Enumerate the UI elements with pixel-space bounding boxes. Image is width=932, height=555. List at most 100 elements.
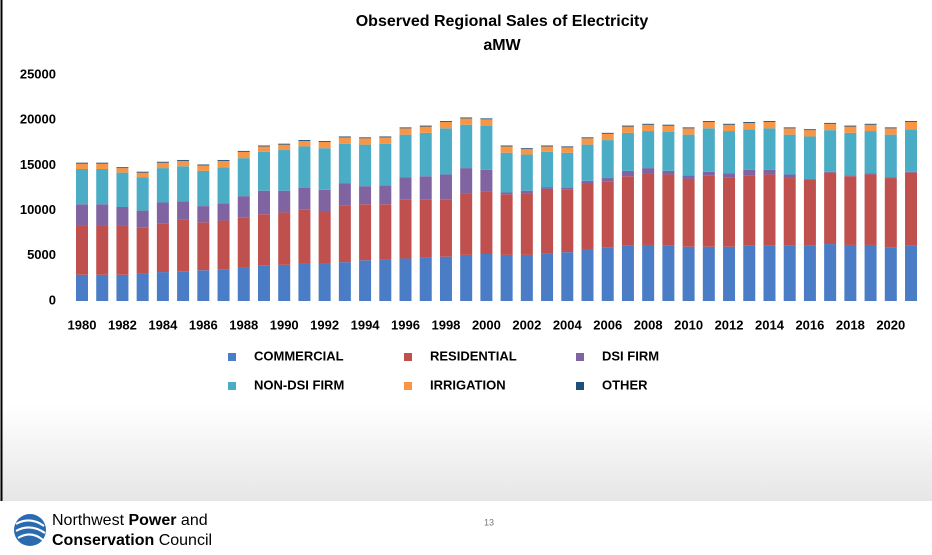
x-tick-label: 2014 — [755, 317, 785, 332]
bar-segment — [379, 204, 392, 260]
bar-segment — [379, 259, 392, 301]
chart-title: Observed Regional Sales of Electricity — [356, 13, 649, 30]
bar-segment — [480, 118, 493, 120]
bar-segment — [500, 146, 513, 153]
bar-segment — [844, 176, 857, 245]
bar-segment — [379, 137, 392, 144]
bar-segment — [96, 274, 109, 301]
x-tick-label: 1998 — [431, 317, 460, 332]
bar-segment — [379, 185, 392, 205]
bar-segment — [723, 123, 736, 125]
bar-segment — [500, 194, 513, 255]
bar-segment — [460, 168, 473, 194]
bar-segment — [136, 177, 149, 211]
bar-segment — [298, 263, 311, 301]
bar-segment — [278, 190, 291, 213]
bar-segment — [298, 140, 311, 147]
bar-segment — [237, 150, 250, 152]
bar-segment — [682, 127, 695, 129]
bar-segment — [278, 264, 291, 301]
bar-segment — [541, 253, 554, 301]
bar-segment — [278, 150, 291, 191]
bar-segment — [682, 178, 695, 247]
bar-segment — [581, 183, 594, 250]
bar-segment — [824, 244, 837, 301]
bar-segment — [116, 168, 129, 173]
bar-segment — [278, 143, 291, 145]
x-tick-label: 1980 — [68, 317, 97, 332]
bar-segment — [723, 177, 736, 247]
bar-segment — [460, 193, 473, 255]
bar-segment — [884, 247, 897, 301]
bar-segment — [621, 125, 634, 127]
bar-segment — [520, 149, 533, 155]
bar-segment — [177, 159, 190, 161]
page-number: 13 — [484, 517, 494, 527]
bar-segment — [156, 168, 169, 203]
x-tick-label: 2010 — [674, 317, 703, 332]
bar-segment — [116, 172, 129, 207]
bar-segment — [864, 173, 877, 175]
bar-segment — [601, 132, 614, 134]
bar-segment — [156, 161, 169, 163]
bar-segment — [803, 245, 816, 301]
bar-segment — [379, 136, 392, 138]
bar-segment — [399, 134, 412, 178]
bar-segment — [601, 247, 614, 301]
bar-segment — [257, 151, 270, 191]
bar-segment — [743, 129, 756, 170]
bar-segment — [439, 121, 452, 123]
bar-segment — [298, 209, 311, 264]
bar-segment — [824, 123, 837, 131]
bar-segment — [743, 245, 756, 301]
bar-segment — [439, 199, 452, 257]
x-tick-label: 1996 — [391, 317, 420, 332]
bar-segment — [197, 222, 210, 271]
bar-segment — [783, 128, 796, 135]
bar-segment — [217, 220, 230, 270]
bar-segment — [399, 199, 412, 259]
chart-subtitle: aMW — [483, 37, 521, 54]
bar-segment — [561, 188, 574, 190]
bar-segment — [702, 175, 715, 247]
bar-segment — [439, 256, 452, 301]
bar-segment — [662, 131, 675, 171]
bar-segment — [460, 118, 473, 125]
bar-segment — [338, 262, 351, 301]
bar-segment — [96, 204, 109, 226]
bar-segment — [237, 151, 250, 159]
bar-segment — [197, 270, 210, 301]
bar-segment — [844, 126, 857, 133]
bar-segment — [318, 211, 331, 264]
bar-segment — [682, 134, 695, 176]
bar-segment — [824, 171, 837, 173]
bar-segment — [96, 162, 109, 164]
y-tick-label: 10000 — [20, 202, 56, 217]
bar-segment — [419, 126, 432, 133]
bar-segment — [439, 174, 452, 200]
legend-label: DSI FIRM — [602, 348, 659, 363]
bar-segment — [217, 159, 230, 161]
bar-segment — [318, 140, 331, 142]
bar-segment — [116, 274, 129, 301]
bar-segment — [642, 168, 655, 174]
bar-segment — [156, 162, 169, 169]
bar-segment — [884, 177, 897, 179]
bar-segment — [257, 145, 270, 147]
bar-segment — [177, 160, 190, 167]
bar-segment — [541, 187, 554, 189]
bar-segment — [76, 274, 88, 301]
x-tick-label: 1994 — [351, 317, 381, 332]
bar-segment — [763, 121, 776, 123]
y-tick-label: 5000 — [27, 247, 56, 262]
bar-segment — [136, 210, 149, 228]
bar-segment — [136, 227, 149, 274]
x-tick-label: 1990 — [270, 317, 299, 332]
bar-segment — [177, 271, 190, 301]
bar-segment — [783, 174, 796, 179]
bar-segment — [318, 189, 331, 212]
bar-segment — [844, 244, 857, 301]
bar-segment — [621, 170, 634, 177]
bar-segment — [116, 225, 129, 275]
bar-segment — [480, 119, 493, 126]
